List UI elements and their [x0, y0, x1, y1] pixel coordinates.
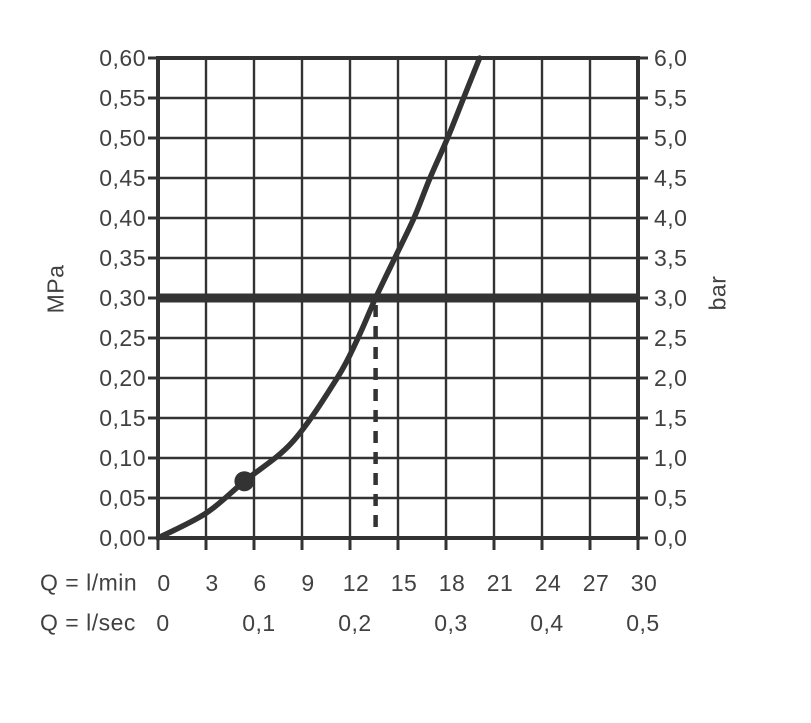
- x-lmin-tick-label: 0: [157, 570, 170, 596]
- right-axis-tick-label: 4,0: [654, 205, 687, 231]
- x-lmin-tick-label: 18: [439, 570, 466, 596]
- left-axis-tick-label: 0,05: [99, 485, 146, 511]
- left-axis-tick-label: 0,50: [99, 125, 146, 151]
- right-axis-tick-label: 3,5: [654, 245, 687, 271]
- right-axis-tick-label: 6,0: [654, 45, 687, 71]
- left-axis-tick-label: 0,35: [99, 245, 146, 271]
- x-lsec-tick-label: 0,4: [530, 610, 563, 636]
- right-axis-unit-label: bar: [704, 275, 731, 311]
- left-axis-tick-label: 0,25: [99, 325, 146, 351]
- right-axis-tick-label: 1,0: [654, 445, 687, 471]
- right-axis-tick-label: 2,5: [654, 325, 687, 351]
- x-axis-primary-unit-label: Q = l/min: [40, 569, 138, 596]
- right-axis-tick-label: 5,5: [654, 85, 687, 111]
- left-axis-tick-label: 0,55: [99, 85, 146, 111]
- left-axis-tick-label: 0,10: [99, 445, 146, 471]
- x-lsec-tick-label: 0,2: [338, 610, 371, 636]
- x-lmin-tick-label: 15: [391, 570, 418, 596]
- right-axis-tick-label: 3,0: [654, 285, 687, 311]
- x-lmin-tick-label: 24: [535, 570, 562, 596]
- left-axis-unit-label: MPa: [42, 264, 69, 314]
- x-lmin-tick-label: 12: [343, 570, 370, 596]
- x-lmin-tick-label: 30: [631, 570, 658, 596]
- x-axis-secondary-unit-label: Q = l/sec: [40, 609, 136, 636]
- x-lsec-tick-label: 0: [156, 610, 169, 636]
- right-axis-tick-label: 0,5: [654, 485, 687, 511]
- left-axis-tick-label: 0,45: [99, 165, 146, 191]
- x-lsec-tick-label: 0,5: [626, 610, 659, 636]
- left-axis-tick-label: 0,20: [99, 365, 146, 391]
- x-lmin-tick-label: 27: [583, 570, 610, 596]
- left-axis-tick-label: 0,00: [99, 525, 146, 551]
- right-axis-tick-label: 4,5: [654, 165, 687, 191]
- left-axis-tick-label: 0,60: [99, 45, 146, 71]
- x-lmin-tick-label: 21: [487, 570, 514, 596]
- x-lsec-tick-label: 0,1: [242, 610, 275, 636]
- curve-marker-dot: [234, 471, 255, 492]
- right-axis-tick-label: 2,0: [654, 365, 687, 391]
- left-axis-tick-label: 0,40: [99, 205, 146, 231]
- x-lmin-tick-label: 6: [253, 570, 266, 596]
- left-axis-tick-label: 0,15: [99, 405, 146, 431]
- left-axis-tick-label: 0,30: [99, 285, 146, 311]
- right-axis-tick-label: 0,0: [654, 525, 687, 551]
- x-lmin-tick-label: 9: [301, 570, 314, 596]
- right-axis-tick-label: 1,5: [654, 405, 687, 431]
- right-axis-tick-label: 5,0: [654, 125, 687, 151]
- x-lsec-tick-label: 0,3: [434, 610, 467, 636]
- x-lmin-tick-label: 3: [205, 570, 218, 596]
